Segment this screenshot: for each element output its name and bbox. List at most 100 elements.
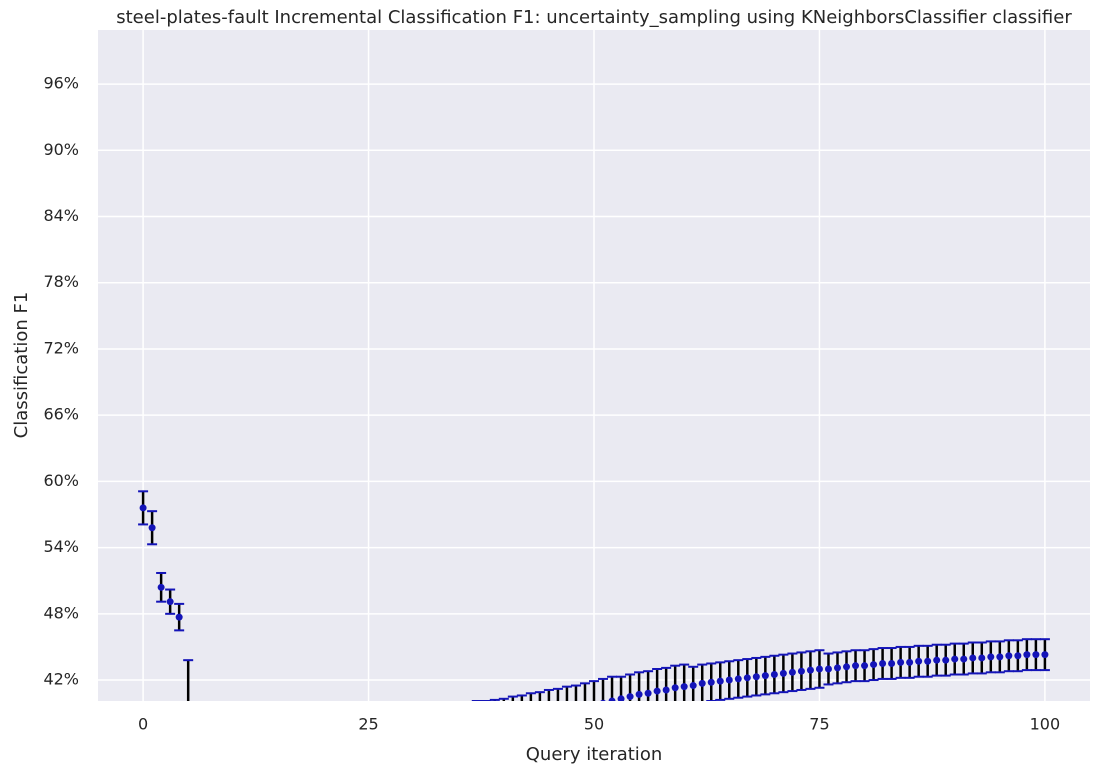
x-tick-label: 100 <box>1030 715 1061 734</box>
data-point <box>175 613 183 621</box>
data-point <box>509 717 516 724</box>
data-point <box>518 716 525 723</box>
data-point <box>536 713 543 720</box>
data-point <box>815 665 823 673</box>
data-point <box>689 682 697 690</box>
data-point <box>788 668 796 676</box>
data-point <box>888 659 896 667</box>
data-point <box>473 723 480 730</box>
data-point <box>302 732 309 739</box>
data-point <box>671 684 679 692</box>
data-point <box>275 734 282 741</box>
data-point <box>617 695 625 701</box>
data-point <box>248 737 255 744</box>
data-point <box>230 738 237 745</box>
data-point <box>545 711 552 718</box>
data-point <box>662 686 670 694</box>
x-tick-label: 50 <box>584 715 604 734</box>
data-point <box>779 669 787 677</box>
data-point <box>987 653 995 661</box>
data-point <box>266 735 273 742</box>
data-point <box>915 657 923 665</box>
data-point <box>212 741 219 748</box>
x-tick-label: 25 <box>358 715 378 734</box>
data-point <box>139 504 147 512</box>
data-point <box>879 659 887 667</box>
data-point <box>870 661 878 669</box>
x-tick-label: 75 <box>809 715 829 734</box>
data-point <box>761 672 769 680</box>
data-point <box>960 655 968 663</box>
y-tick-label: 60% <box>43 471 79 490</box>
data-point <box>924 657 932 665</box>
data-point <box>770 671 778 679</box>
y-tick-label: 42% <box>43 670 79 689</box>
y-tick-label: 84% <box>43 206 79 225</box>
data-point <box>906 658 914 666</box>
data-point <box>716 677 724 685</box>
data-point <box>329 731 336 738</box>
data-point <box>428 725 435 732</box>
data-point <box>491 721 498 728</box>
data-point <box>707 678 715 686</box>
data-point <box>626 693 634 701</box>
data-point <box>635 690 643 698</box>
data-point <box>383 727 390 734</box>
grid <box>98 30 1090 701</box>
y-tick-label: 66% <box>43 405 79 424</box>
y-tick-label: 48% <box>43 603 79 622</box>
data-point <box>608 697 616 701</box>
data-point <box>293 733 300 740</box>
y-tick-label: 78% <box>43 272 79 291</box>
marks <box>138 490 1050 750</box>
y-tick-label: 90% <box>43 140 79 159</box>
data-point <box>500 720 507 727</box>
data-point <box>311 732 318 739</box>
data-point <box>897 658 905 666</box>
data-point <box>852 662 860 670</box>
data-point <box>563 707 570 714</box>
data-point <box>410 726 417 733</box>
data-point <box>185 726 192 733</box>
data-point <box>843 663 851 671</box>
x-axis-label: Query iteration <box>526 744 662 765</box>
data-point <box>401 726 408 733</box>
data-point <box>824 665 832 673</box>
y-tick-label: 54% <box>43 537 79 556</box>
data-point <box>833 664 841 672</box>
data-point <box>1032 651 1040 659</box>
data-point <box>527 714 534 721</box>
data-point <box>1005 652 1013 660</box>
data-point <box>437 725 444 732</box>
data-point <box>725 676 733 684</box>
data-point <box>951 655 959 663</box>
data-point <box>969 654 977 662</box>
data-point <box>194 743 201 750</box>
data-point <box>591 702 598 709</box>
data-point <box>284 733 291 740</box>
data-point <box>221 739 228 746</box>
data-point <box>806 666 814 674</box>
y-axis-label: Classification F1 <box>11 292 32 439</box>
chart-title: steel-plates-fault Incremental Classific… <box>116 7 1072 28</box>
data-point <box>392 726 399 733</box>
data-point <box>653 687 661 695</box>
data-point <box>257 736 264 743</box>
x-tick-label: 0 <box>138 715 148 734</box>
data-point <box>600 699 606 701</box>
data-point <box>464 724 471 731</box>
data-point <box>1041 651 1049 659</box>
y-tick-label: 96% <box>43 74 79 93</box>
data-point <box>698 679 706 687</box>
data-point <box>1023 651 1031 659</box>
data-point <box>347 730 354 737</box>
data-point <box>978 654 986 662</box>
data-point <box>797 667 805 675</box>
data-point <box>157 583 165 591</box>
data-point <box>996 653 1004 661</box>
data-point <box>933 656 941 664</box>
data-point <box>239 737 246 744</box>
data-point <box>752 673 760 681</box>
